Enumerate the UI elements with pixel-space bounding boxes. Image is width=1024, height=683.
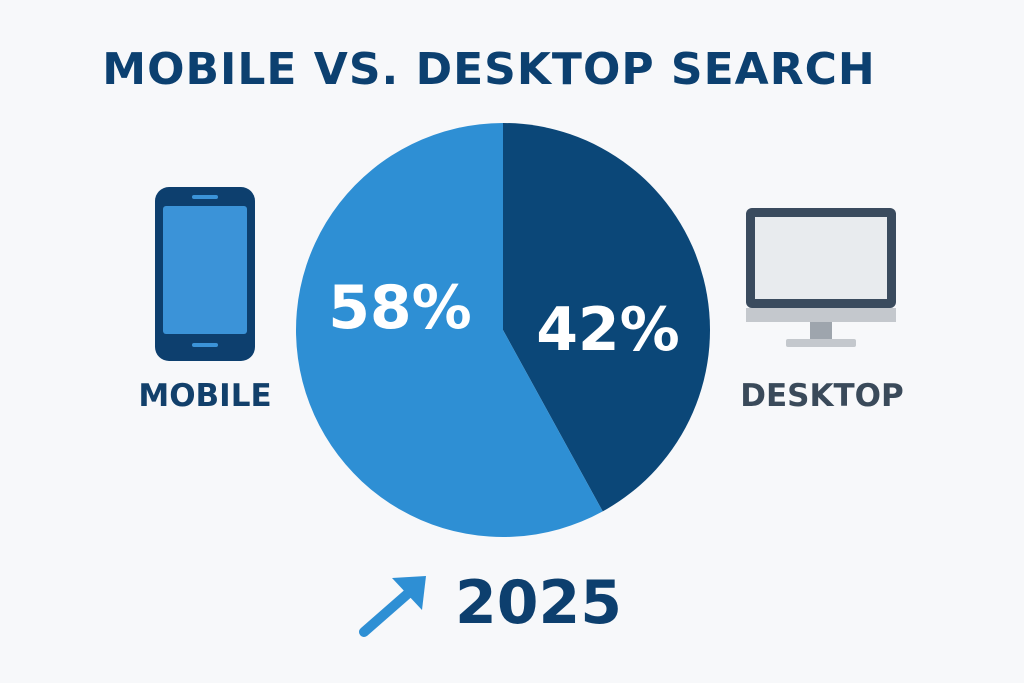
chart-title: MOBILE VS. DESKTOP SEARCH xyxy=(102,44,876,95)
desktop-monitor-icon xyxy=(746,208,896,347)
pie-slice-mobile xyxy=(296,123,603,537)
pie-label-desktop: 42% xyxy=(536,295,680,365)
year-label: 2025 xyxy=(455,568,622,638)
mobile-label: MOBILE xyxy=(138,378,272,414)
pie-slice-desktop xyxy=(503,123,710,512)
pie-label-mobile: 58% xyxy=(328,273,472,343)
smartphone-icon xyxy=(155,187,255,361)
up-right-arrow-icon xyxy=(359,576,426,637)
desktop-label: DESKTOP xyxy=(740,378,904,414)
